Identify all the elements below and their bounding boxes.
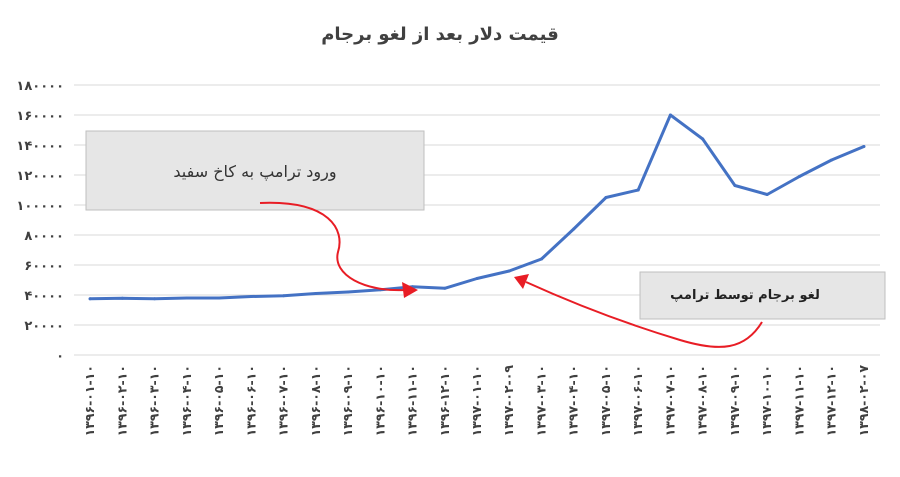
series-point [314, 292, 318, 295]
series-point [701, 137, 705, 141]
x-tick-label: ۱۳۹۶-۱۱-۱۰ [405, 365, 420, 436]
y-tick-label: ۶۰۰۰۰ [24, 259, 64, 274]
x-tick-label: ۱۳۹۷-۰۵-۱۰ [598, 365, 613, 436]
x-tick-label: ۱۳۹۶-۰۸-۱۰ [308, 365, 323, 436]
annotation-arrow-jcpoa-cancel [525, 281, 763, 348]
series-point [539, 257, 543, 261]
series-point [797, 175, 801, 178]
annotation-label-jcpoa-cancel: لغو برجام توسط ترامپ [670, 288, 820, 303]
x-tick-label: ۱۳۹۷-۰۷-۱۰ [662, 365, 677, 436]
series-point [120, 296, 124, 300]
series-point [153, 297, 157, 301]
y-axis-ticks: ۰ ۲۰۰۰۰ ۴۰۰۰۰ ۶۰۰۰۰ ۸۰۰۰۰ ۱۰۰۰۰۰ ۱۲۰۰۰۰ ۱۴۰۰۰۰ ۱… [16, 79, 64, 364]
x-tick-label: ۱۳۹۷-۰۹-۱۰ [727, 365, 742, 436]
annotation-arrowhead-trump-inauguration [402, 282, 418, 298]
y-tick-label: ۴۰۰۰۰ [24, 289, 64, 304]
x-tick-label: ۱۳۹۸-۰۲-۰۷ [856, 365, 871, 437]
chart-title: قیمت دلار بعد از لغو برجام [321, 24, 559, 45]
x-tick-label: ۱۳۹۶-۰۵-۱۰ [211, 365, 226, 436]
series-point [733, 184, 737, 187]
series-point [185, 296, 189, 300]
x-tick-label: ۱۳۹۶-۰۶-۱۰ [243, 365, 258, 436]
x-tick-label: ۱۳۹۷-۱۲-۱۰ [824, 365, 839, 436]
x-tick-label: ۱۳۹۷-۰۱-۱۰ [469, 365, 484, 436]
series-point [604, 196, 608, 199]
series-point [282, 294, 286, 298]
x-tick-label: ۱۳۹۷-۰۶-۱۰ [630, 365, 645, 436]
y-tick-label: ۱۲۰۰۰۰ [16, 169, 64, 184]
series-point [830, 158, 834, 162]
series-point [475, 277, 479, 280]
series-point [636, 188, 640, 192]
x-tick-label: ۱۳۹۶-۱۰-۱۰ [372, 365, 387, 436]
x-tick-label: ۱۳۹۷-۰۲-۰۹ [501, 365, 516, 437]
series-point [249, 295, 253, 298]
x-tick-label: ۱۳۹۶-۰۱-۱۰ [82, 365, 97, 436]
annotation-box-jcpoa-cancel [639, 271, 886, 320]
annotation-arrowhead-jcpoa-cancel [514, 274, 529, 289]
x-tick-label: ۱۳۹۷-۱۱-۱۰ [791, 365, 806, 436]
y-tick-label: ۰ [56, 349, 64, 364]
x-tick-label: ۱۳۹۶-۰۴-۱۰ [179, 365, 194, 436]
x-tick-label: ۱۳۹۶-۰۲-۱۰ [114, 365, 129, 436]
x-tick-label: ۱۳۹۶-۰۹-۱۰ [340, 365, 355, 436]
x-tick-label: ۱۳۹۷-۰۳-۱۰ [533, 365, 548, 436]
x-tick-label: ۱۳۹۷-۰۴-۱۰ [566, 365, 581, 436]
y-tick-label: ۱۶۰۰۰۰ [16, 109, 64, 124]
series-point [346, 290, 350, 294]
y-tick-label: ۱۴۰۰۰۰ [16, 139, 64, 154]
annotation-box-trump-inauguration [85, 130, 425, 211]
x-tick-label: ۱۳۹۶-۰۳-۱۰ [147, 365, 162, 436]
annotation-label-trump-inauguration: ورود ترامپ به کاخ سفید [173, 162, 336, 182]
y-tick-label: ۸۰۰۰۰ [24, 229, 64, 244]
x-tick-label: ۱۳۹۷-۰۸-۱۰ [695, 365, 710, 436]
series-point [668, 113, 672, 117]
series-point [862, 145, 866, 148]
y-tick-label: ۲۰۰۰۰ [24, 319, 64, 334]
y-tick-label: ۱۰۰۰۰۰ [16, 199, 64, 214]
series-point [507, 269, 511, 273]
x-tick-label: ۱۳۹۶-۰۷-۱۰ [276, 365, 291, 436]
series-points [88, 113, 866, 301]
x-axis-ticks: ۱۳۹۶-۰۱-۱۰ ۱۳۹۶-۰۲-۱۰ ۱۳۹۶-۰۳-۱۰ ۱۳۹۶-۰۴-۱۰… [82, 365, 871, 437]
series-point [88, 297, 92, 301]
x-tick-label: ۱۳۹۶-۱۲-۱۰ [437, 365, 452, 436]
series-point [443, 286, 447, 290]
x-tick-label: ۱۳۹۷-۱۰-۱۰ [759, 365, 774, 436]
series-point [765, 193, 769, 196]
series-point [572, 227, 576, 231]
annotation-arrow-trump-inauguration [259, 201, 406, 292]
y-tick-label: ۱۸۰۰۰۰ [16, 79, 64, 94]
series-point [217, 296, 221, 300]
